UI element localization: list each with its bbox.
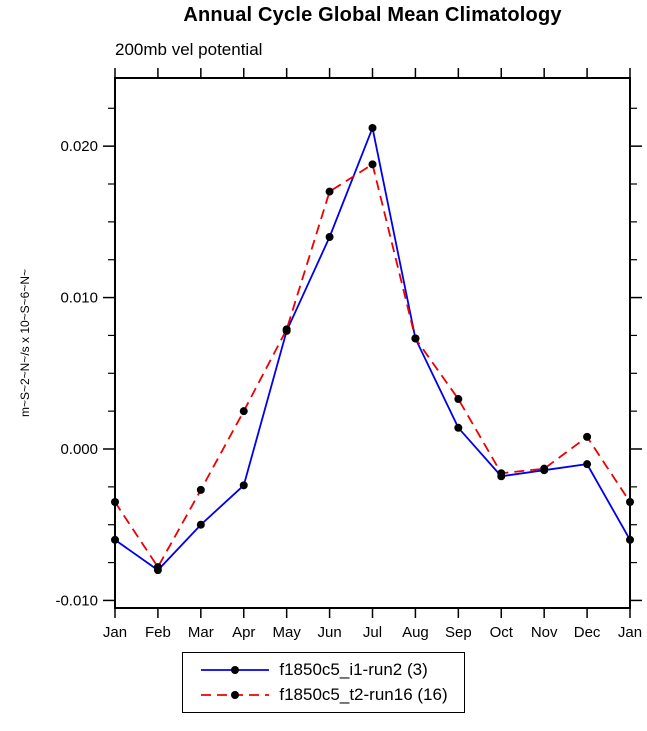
x-tick-label: Apr: [232, 624, 255, 641]
y-tick-label: 0.020: [60, 138, 98, 155]
x-tick-label: Sep: [445, 624, 472, 641]
x-tick-label: Oct: [490, 624, 514, 641]
data-point-marker: [454, 423, 463, 432]
x-tick-label: Aug: [402, 624, 429, 641]
legend-label: f1850c5_t2-run16 (16): [279, 685, 448, 704]
legend-box: f1850c5_i1-run2 (3) f1850c5_t2-run16 (16): [182, 652, 465, 713]
y-tick-label: 0.000: [60, 441, 98, 458]
data-point-marker: [196, 520, 205, 529]
chart-subtitle: 200mb vel potential: [115, 40, 263, 59]
data-point-marker: [111, 535, 119, 544]
data-point-marker: [325, 187, 334, 196]
data-point-marker: [411, 334, 420, 343]
data-point-marker: [196, 485, 205, 494]
chart-title: Annual Cycle Global Mean Climatology: [183, 4, 562, 26]
y-tick-label: 0.010: [60, 290, 98, 307]
data-point-marker: [540, 464, 549, 473]
data-point-marker: [239, 481, 248, 490]
legend-label: f1850c5_i1-run2 (3): [279, 660, 428, 679]
legend-item: f1850c5_t2-run16 (16): [199, 685, 448, 705]
series-line: [114, 162, 631, 569]
y-tick-label: -0.010: [55, 592, 98, 609]
x-tick-label: Dec: [574, 624, 601, 641]
data-point-marker: [282, 325, 291, 334]
data-point-marker: [626, 535, 634, 544]
x-tick-label: May: [272, 624, 301, 641]
data-point-marker: [325, 233, 334, 241]
data-point-marker: [454, 395, 463, 404]
x-tick-label: Nov: [531, 624, 558, 641]
data-point-marker: [497, 469, 506, 478]
data-point-marker: [368, 160, 377, 169]
legend-item: f1850c5_i1-run2 (3): [199, 660, 447, 680]
x-tick-label: Mar: [188, 624, 214, 641]
data-point-marker: [583, 460, 592, 469]
data-point-marker: [583, 432, 592, 441]
x-tick-label: Feb: [145, 624, 171, 641]
data-point-marker: [153, 563, 162, 572]
x-tick-label: Jun: [317, 624, 341, 641]
data-point-marker: [111, 498, 119, 506]
data-point-marker: [368, 123, 377, 132]
plot-area: Jan Feb Mar Apr May Jun Jul Aug Sep Oct Nov Dec Jan-…: [55, 68, 642, 641]
legend: f1850c5_i1-run2 (3) f1850c5_t2-run16 (16): [0, 652, 647, 713]
data-point-marker: [239, 407, 248, 416]
data-point-marker: [626, 498, 634, 506]
x-tick-label: Jan: [103, 624, 127, 641]
legend-line-sample: [201, 691, 270, 699]
x-tick-label: Jan: [618, 624, 642, 641]
legend-line-sample: [201, 666, 270, 674]
plot-frame: [114, 77, 631, 609]
x-tick-label: Jul: [363, 624, 382, 641]
